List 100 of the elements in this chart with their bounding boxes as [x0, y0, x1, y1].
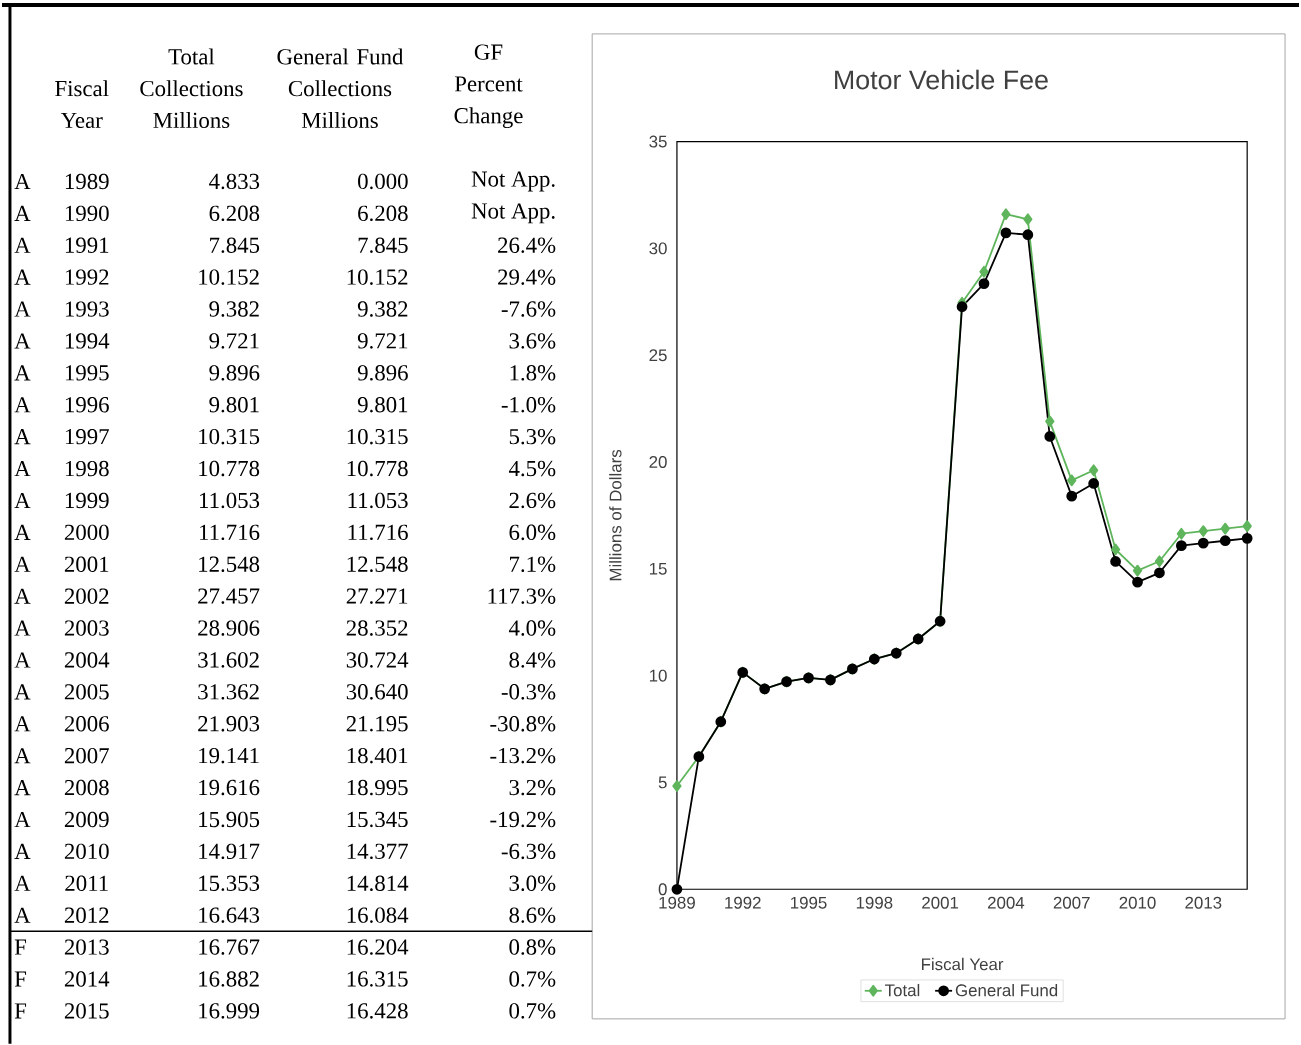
x-tick-label: 2007	[1053, 896, 1090, 909]
text: 16.882	[199, 971, 259, 987]
text: 1997	[65, 428, 109, 445]
y-tick-label: 0	[658, 883, 667, 896]
text: A	[14, 237, 31, 253]
text: 11.716	[200, 524, 260, 540]
text: A	[14, 811, 31, 827]
text: 11.716	[348, 524, 408, 540]
text: 26.4%	[498, 237, 556, 253]
text: A	[14, 333, 31, 349]
text: 7.845	[358, 237, 408, 253]
y-tick-label: 5	[658, 776, 667, 789]
text: Total Collections Millions	[140, 48, 243, 128]
text: 2009	[64, 811, 109, 828]
y-tick-label: 10	[649, 669, 667, 682]
text: 2005	[64, 684, 109, 700]
text: 11.053	[200, 492, 260, 509]
text: 3.2%	[509, 779, 556, 796]
text: 3.6%	[509, 333, 556, 349]
text: 21.195	[346, 715, 408, 732]
text: 0.7%	[509, 1002, 556, 1019]
y-tick-label: 25	[649, 349, 667, 362]
text: 30.724	[346, 652, 409, 668]
text: 4.0%	[508, 620, 556, 636]
x-tick-label: 1995	[791, 896, 827, 909]
text: 27.271	[346, 588, 408, 604]
text: 10.152	[347, 269, 408, 285]
text: 1990	[65, 205, 109, 221]
text: A	[14, 684, 31, 700]
text: 30.640	[346, 683, 408, 700]
text: 19.616	[199, 779, 260, 796]
text: A	[14, 205, 31, 221]
text: -13.2%	[490, 747, 556, 764]
text: 1996	[65, 396, 109, 413]
text: 2006	[64, 715, 109, 732]
x-tick-label: 2010	[1119, 896, 1156, 909]
text: 19.141	[199, 747, 259, 764]
text: 9.721	[357, 333, 408, 349]
text: 15.353	[199, 875, 260, 891]
text: -1.0%	[501, 396, 556, 413]
text: 28.906	[198, 620, 260, 636]
x-tick-label: 1998	[856, 896, 893, 909]
text: 10.778	[199, 460, 260, 477]
text: A	[14, 460, 31, 476]
text: 1999	[65, 492, 109, 508]
text: A	[14, 301, 31, 317]
text: A	[14, 269, 31, 285]
text: A	[14, 620, 31, 636]
text: A	[14, 748, 31, 764]
x-axis-title: Fiscal Year	[921, 957, 1004, 971]
text: 16.999	[199, 1003, 260, 1019]
x-tick-label: 1989	[659, 896, 695, 909]
text: 9.382	[209, 301, 259, 317]
text: 10.315	[199, 428, 260, 445]
text: 27.457	[198, 588, 260, 604]
text: 2000	[64, 524, 109, 540]
text: A	[14, 907, 31, 923]
text: 9.801	[209, 396, 259, 413]
text: 1998	[65, 460, 109, 477]
text: 12.548	[199, 556, 260, 572]
text: 9.721	[209, 333, 259, 349]
text: Not App.	[471, 203, 555, 224]
y-axis-title: Millions of Dollars	[609, 449, 622, 581]
y-tick-label: 20	[649, 455, 667, 468]
text: A	[14, 397, 31, 413]
text: 18.995	[347, 779, 408, 796]
text: A	[14, 779, 31, 795]
text: 9.896	[357, 364, 408, 381]
text: -0.3%	[501, 683, 556, 700]
text: 4.5%	[508, 460, 556, 477]
text: -7.6%	[501, 301, 556, 317]
text: 16.084	[347, 907, 409, 923]
text: 0.8%	[509, 939, 556, 955]
y-tick-label: 35	[649, 135, 667, 148]
text: 2004	[64, 652, 110, 668]
text: 1989	[65, 173, 109, 190]
text: GF Percent Change	[454, 44, 523, 128]
text: 14.917	[199, 843, 260, 859]
text: 1991	[65, 237, 109, 253]
text: 7.1%	[510, 556, 556, 572]
text: 6.208	[358, 205, 408, 221]
text: 8.6%	[509, 907, 556, 923]
text: 10.152	[199, 269, 259, 285]
text: 16.315	[347, 971, 408, 987]
text: 4.833	[209, 173, 260, 190]
text: 31.602	[198, 652, 259, 668]
text: 5.3%	[509, 428, 556, 445]
text: 2008	[64, 779, 109, 796]
text: 2003	[64, 620, 109, 636]
text: 2010	[64, 843, 109, 859]
text: Not App.	[471, 171, 555, 192]
text: A	[14, 588, 31, 604]
x-tick-label: 2001	[922, 896, 959, 909]
text: A	[14, 843, 31, 859]
legend-label: General Fund	[955, 983, 1058, 997]
text: 14.377	[347, 843, 408, 859]
text: 2001	[64, 556, 109, 572]
text: 1995	[65, 365, 109, 381]
text: 2011	[65, 875, 108, 891]
text: 0.000	[358, 173, 408, 190]
